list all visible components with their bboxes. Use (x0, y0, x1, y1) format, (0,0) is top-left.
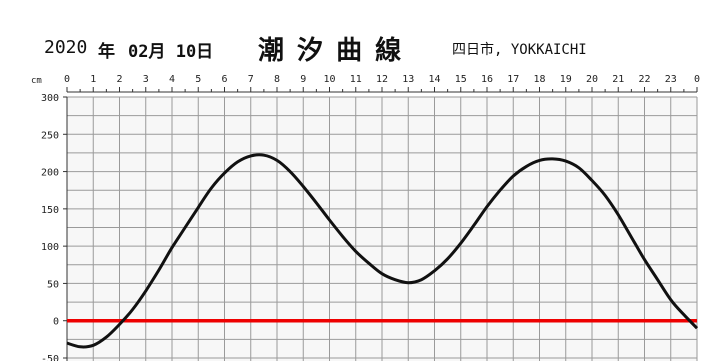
x-tick-label: 8 (274, 74, 280, 85)
x-tick-label: 0 (64, 74, 70, 85)
grid (66, 96, 698, 361)
title-bar: 2020 年 02月 10日 潮 汐 曲 線 四日市, YOKKAICHI (0, 0, 710, 78)
y-tick-labels: 300 250 200 150 100 50 0 -50 (41, 93, 59, 361)
x-tick-label: 14 (428, 74, 440, 85)
y-tick-label: 0 (53, 317, 59, 328)
x-tick-label: 20 (586, 74, 598, 85)
x-tick-label: 18 (533, 74, 545, 85)
x-tick-label: 3 (143, 74, 149, 85)
x-tick-label: 0 (694, 74, 700, 85)
x-tick-label: 22 (638, 74, 650, 85)
x-tick-label: 2 (116, 74, 122, 85)
x-tick-label: 1 (90, 74, 96, 85)
location-label: 四日市, YOKKAICHI (452, 42, 587, 58)
y-tick-label: 50 (47, 279, 59, 290)
year-kanji-label: 年 (98, 42, 115, 62)
x-tick-label: 16 (481, 74, 493, 85)
x-tick-label: 4 (169, 74, 175, 85)
x-tick-label: 23 (665, 74, 677, 85)
x-tick-label: 12 (376, 74, 388, 85)
y-tick-label: 250 (41, 130, 59, 141)
date-label: 02月 10日 (128, 42, 214, 62)
y-unit-label: cm (31, 76, 42, 86)
axes (63, 87, 698, 361)
x-tick-label: 17 (507, 74, 519, 85)
x-tick-label: 11 (350, 74, 362, 85)
x-tick-label: 6 (221, 74, 227, 85)
x-tick-label: 7 (248, 74, 254, 85)
y-tick-label: -50 (41, 354, 59, 361)
y-tick-label: 300 (41, 93, 59, 104)
y-tick-label: 100 (41, 242, 59, 253)
x-tick-label: 15 (455, 74, 467, 85)
chart-title: 潮 汐 曲 線 (258, 36, 404, 66)
x-tick-label: 13 (402, 74, 414, 85)
x-tick-labels: 0 1 2 3 4 5 6 7 8 9 10 11 12 13 14 15 16 17 18 19 20 21 22 23 0 (64, 74, 700, 85)
y-tick-label: 200 (41, 168, 59, 179)
x-tick-label: 21 (612, 74, 624, 85)
y-tick-label: 150 (41, 205, 59, 216)
x-tick-label: 10 (323, 74, 335, 85)
x-tick-label: 19 (560, 74, 572, 85)
tide-curve-line (66, 153, 699, 349)
x-tick-label: 9 (300, 74, 306, 85)
x-tick-label: 5 (195, 74, 201, 85)
year-label: 2020 (44, 37, 88, 58)
series-group (66, 153, 699, 349)
